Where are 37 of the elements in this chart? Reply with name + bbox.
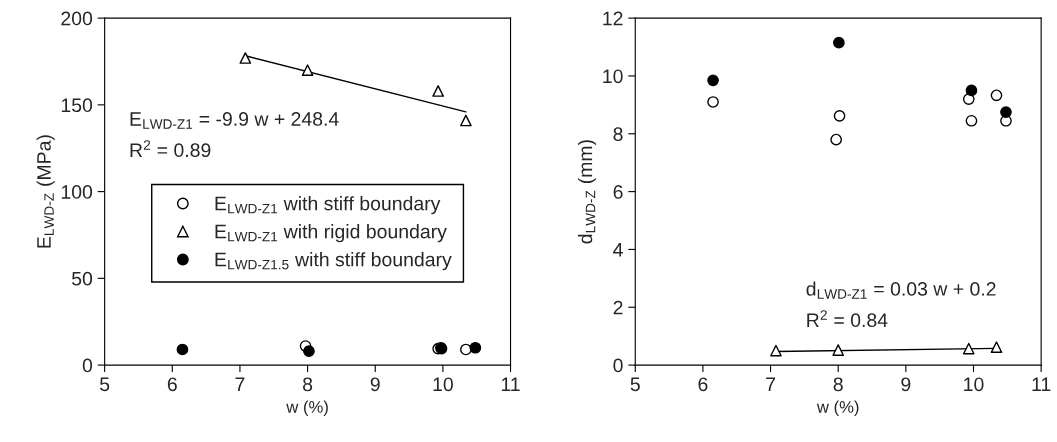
x-tick-label: 6 — [167, 377, 177, 392]
x-tick-label: 7 — [766, 377, 775, 391]
y-tick-label: 50 — [71, 271, 93, 286]
x-tick-label: 9 — [370, 377, 380, 392]
y-axis-title: d$_{LWD‐Z}$ (mm) — [577, 140, 597, 244]
legend-label: E$_{LWD‐Z1}$ with stiff boundary — [215, 196, 441, 215]
x-tick-label: 6 — [698, 377, 708, 392]
x-tick-label: 11 — [1032, 377, 1051, 391]
annotation: R$^{2}$ = 0.89 — [130, 140, 211, 158]
y-tick-label: 150 — [61, 98, 93, 113]
y-tick-label: 8 — [613, 127, 623, 142]
y-tick-label: 0 — [82, 358, 93, 373]
y-axis-title: E$_{LWD‐Z}$ (MPa) — [36, 135, 55, 248]
y-tick-label: 4 — [613, 243, 623, 257]
x-tick-label: 10 — [964, 377, 984, 392]
x-tick-label: 8 — [833, 377, 843, 392]
annotation: E$_{LWD‐Z1}$ = -9.9 w + 248.4 — [130, 112, 339, 129]
y-tick-label: 2 — [613, 300, 623, 315]
x-tick-label: 8 — [303, 377, 313, 392]
y-tick-label: 100 — [61, 185, 93, 199]
x-axis-title: w (%) — [286, 400, 328, 417]
y-tick-label: 10 — [603, 69, 623, 84]
legend-label: E$_{LWD‐Z1.5}$ with stiff boundary — [215, 252, 452, 271]
y-tick-label: 6 — [613, 185, 623, 199]
y-tick-label: 0 — [613, 358, 623, 373]
x-tick-label: 7 — [235, 377, 245, 391]
x-tick-label: 9 — [901, 377, 911, 392]
x-axis-title: w (%) — [816, 400, 859, 417]
y-tick-label: 200 — [61, 11, 93, 26]
y-tick-label: 12 — [603, 11, 623, 26]
x-tick-label: 5 — [630, 377, 640, 392]
x-tick-label: 5 — [100, 377, 110, 392]
annotation: R$^{2}$ = 0.84 — [807, 310, 888, 328]
x-tick-label: 11 — [501, 377, 520, 391]
annotation: d$_{LWD‐Z1}$ = 0.03 w + 0.2 — [806, 281, 996, 299]
x-tick-label: 10 — [433, 377, 453, 392]
legend-label: E$_{LWD‐Z1}$ with rigid boundary — [215, 224, 447, 243]
